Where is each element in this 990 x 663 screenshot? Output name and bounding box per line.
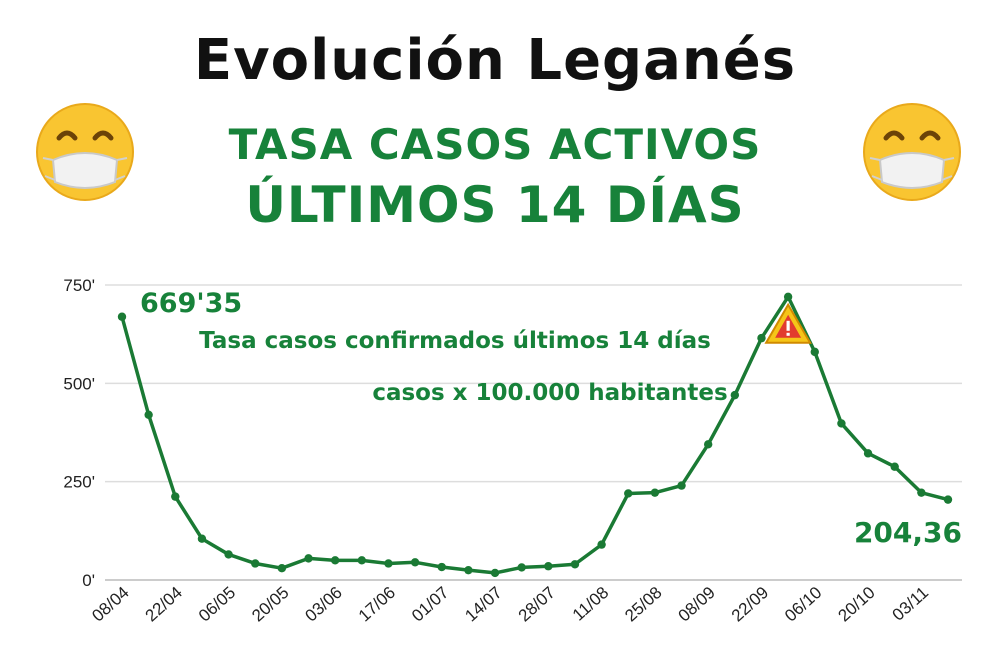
first-value-label: 669'35 bbox=[140, 288, 242, 319]
page-title: Evolución Leganés bbox=[193, 28, 797, 93]
data-point bbox=[730, 390, 740, 400]
y-tick-label: 250' bbox=[63, 473, 95, 492]
data-point bbox=[357, 556, 367, 565]
data-point bbox=[677, 481, 686, 490]
warning-triangle-icon bbox=[764, 302, 812, 344]
data-point bbox=[570, 560, 580, 569]
data-point bbox=[783, 292, 793, 301]
line-chart: 0'250'500'750' 08/04 22/04 06/05 20/05 03/06… bbox=[63, 276, 962, 626]
legend-line-2: casos x 100.000 habitantes bbox=[372, 380, 727, 406]
data-point bbox=[410, 558, 420, 567]
legend-line-1: Tasa casos confirmados últimos 14 días bbox=[199, 328, 711, 354]
y-tick-label: 0' bbox=[82, 571, 95, 590]
data-point bbox=[490, 568, 500, 578]
data-point bbox=[384, 559, 393, 568]
x-tick-label: 20/05 bbox=[248, 583, 292, 626]
data-point bbox=[517, 563, 526, 572]
last-value-label: 204,36 bbox=[854, 516, 962, 549]
face-with-medical-mask-icon bbox=[36, 103, 134, 201]
y-tick-label: 750' bbox=[63, 276, 95, 295]
data-point bbox=[277, 564, 287, 573]
x-tick-label: 14/07 bbox=[461, 583, 505, 626]
subtitle-line-1: TASA CASOS ACTIVOS bbox=[228, 120, 762, 169]
data-point bbox=[464, 565, 473, 575]
x-tick-label: 17/06 bbox=[355, 583, 399, 626]
x-tick-label: 28/07 bbox=[515, 583, 559, 626]
data-point bbox=[863, 449, 873, 458]
x-tick-label: 22/09 bbox=[728, 583, 772, 626]
data-point bbox=[624, 489, 633, 498]
data-point bbox=[757, 333, 766, 343]
data-point bbox=[330, 556, 340, 565]
x-tick-label: 08/09 bbox=[675, 583, 719, 626]
data-point bbox=[117, 312, 127, 321]
data-point bbox=[810, 347, 819, 357]
x-tick-label: 06/05 bbox=[195, 583, 239, 626]
x-tick-label: 03/06 bbox=[302, 583, 346, 626]
data-point bbox=[703, 440, 713, 449]
data-point bbox=[144, 410, 153, 419]
data-point bbox=[224, 550, 233, 559]
x-tick-label: 03/11 bbox=[889, 583, 932, 625]
data-point bbox=[304, 554, 313, 563]
data-point bbox=[650, 488, 660, 497]
data-point bbox=[837, 419, 846, 428]
face-with-medical-mask-icon bbox=[863, 103, 961, 201]
data-point bbox=[917, 488, 926, 497]
data-point bbox=[943, 495, 953, 504]
x-tick-label: 01/07 bbox=[408, 583, 452, 626]
x-tick-label: 22/04 bbox=[142, 583, 186, 626]
data-point bbox=[171, 492, 180, 501]
x-tick-label: 25/08 bbox=[621, 583, 665, 626]
subtitle-line-2: ÚLTIMOS 14 DÍAS bbox=[245, 176, 745, 234]
y-tick-label: 500' bbox=[63, 374, 95, 393]
data-point bbox=[197, 534, 207, 543]
x-tick-label: 06/10 bbox=[781, 583, 825, 626]
x-tick-label: 20/10 bbox=[834, 583, 878, 626]
data-point bbox=[597, 540, 606, 549]
x-tick-label: 11/08 bbox=[569, 583, 612, 625]
data-point bbox=[544, 562, 553, 571]
data-point bbox=[251, 559, 260, 568]
data-point bbox=[437, 562, 446, 572]
data-point bbox=[890, 462, 899, 471]
